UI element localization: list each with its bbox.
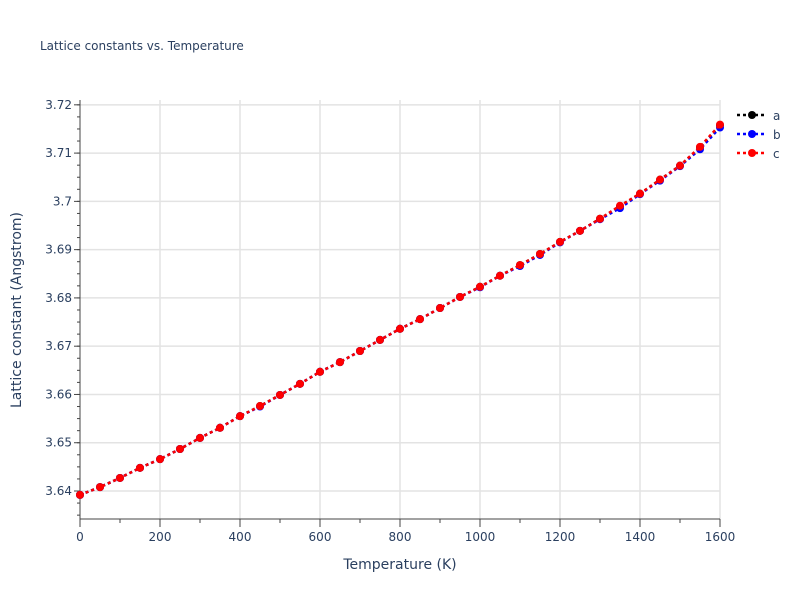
data-point-c: [276, 390, 284, 399]
data-point-c: [116, 473, 124, 482]
data-point-c: [416, 315, 424, 324]
data-point-c: [496, 271, 504, 280]
data-point-c: [536, 249, 544, 258]
x-axis-label: Temperature (K): [342, 557, 456, 573]
data-point-c: [376, 335, 384, 344]
y-tick-label: 3.7: [53, 194, 72, 208]
data-point-c: [236, 412, 244, 421]
x-tick-label: 1400: [625, 530, 656, 544]
legend-marker: [748, 111, 756, 119]
data-point-c: [576, 226, 584, 235]
y-tick-label: 3.68: [45, 291, 72, 305]
data-point-c: [436, 304, 444, 313]
x-tick-label: 1200: [545, 530, 576, 544]
data-point-c: [676, 161, 684, 170]
data-point-c: [356, 347, 364, 356]
x-tick-label: 800: [389, 530, 412, 544]
x-tick-label: 200: [149, 530, 172, 544]
data-point-c: [196, 433, 204, 442]
legend-item-b[interactable]: b: [737, 128, 781, 142]
data-point-c: [76, 490, 84, 499]
legend-marker: [748, 149, 756, 157]
y-tick-label: 3.71: [45, 146, 72, 160]
data-point-c: [616, 201, 624, 210]
data-point-c: [256, 402, 264, 411]
data-point-c: [476, 282, 484, 291]
grid: [80, 100, 721, 519]
data-point-c: [96, 483, 104, 492]
data-point-c: [696, 142, 704, 151]
y-tick-label: 3.67: [45, 339, 72, 353]
x-tick-label: 400: [229, 530, 252, 544]
x-tick-label: 600: [309, 530, 332, 544]
data-point-c: [176, 445, 184, 454]
data-point-c: [396, 324, 404, 333]
data-point-c: [316, 367, 324, 376]
data-point-c: [716, 120, 724, 129]
x-tick-label: 0: [76, 530, 84, 544]
legend-label: a: [773, 109, 780, 123]
data-point-c: [336, 358, 344, 367]
y-tick-label: 3.64: [45, 484, 72, 498]
y-tick-label: 3.72: [45, 98, 72, 112]
data-point-c: [456, 292, 464, 301]
axes: 0 200 400 600 800 1000 1200 1400 1600 3.64 3.65 3.6…: [45, 98, 735, 544]
y-tick-label: 3.66: [45, 387, 72, 401]
legend-item-a[interactable]: a: [737, 109, 780, 123]
data-point-c: [636, 189, 644, 198]
y-axis-label: Lattice constant (Angstrom): [9, 212, 25, 408]
legend-label: b: [773, 128, 781, 142]
data-point-c: [656, 175, 664, 184]
data-point-c: [516, 261, 524, 270]
series-c: [76, 120, 724, 499]
data-point-c: [596, 214, 604, 223]
data-point-c: [156, 455, 164, 464]
chart-title: Lattice constants vs. Temperature: [40, 39, 244, 53]
legend-label: c: [773, 147, 780, 161]
data-point-c: [136, 463, 144, 472]
legend[interactable]: abc: [737, 109, 781, 161]
series-layer: [76, 120, 724, 499]
legend-item-c[interactable]: c: [737, 147, 780, 161]
data-point-c: [216, 423, 224, 432]
legend-marker: [748, 130, 756, 138]
x-tick-label: 1000: [465, 530, 496, 544]
x-tick-label: 1600: [705, 530, 736, 544]
y-tick-label: 3.69: [45, 243, 72, 257]
y-tick-label: 3.65: [45, 436, 72, 450]
data-point-c: [556, 237, 564, 246]
data-point-c: [296, 379, 304, 388]
